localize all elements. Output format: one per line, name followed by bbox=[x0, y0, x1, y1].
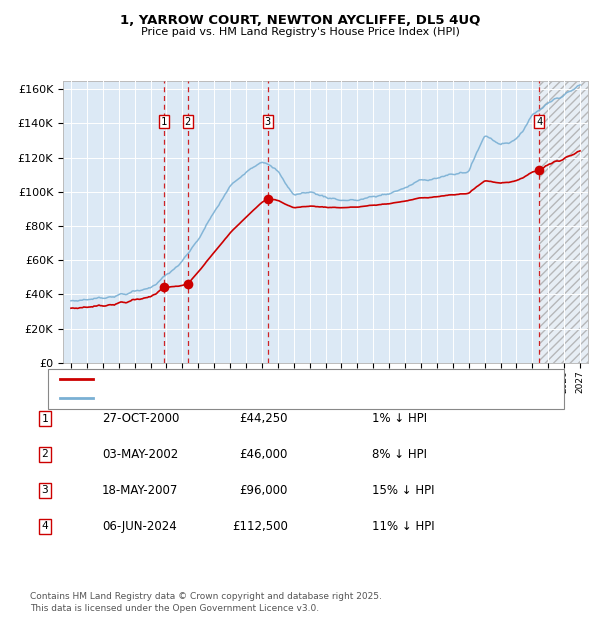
Text: 18-MAY-2007: 18-MAY-2007 bbox=[102, 484, 178, 497]
Text: Contains HM Land Registry data © Crown copyright and database right 2025.: Contains HM Land Registry data © Crown c… bbox=[30, 592, 382, 601]
Bar bbox=[539, 81, 588, 363]
Text: 4: 4 bbox=[536, 117, 542, 126]
Text: 2: 2 bbox=[41, 450, 49, 459]
Text: £96,000: £96,000 bbox=[239, 484, 288, 497]
Text: 03-MAY-2002: 03-MAY-2002 bbox=[102, 448, 178, 461]
Text: 27-OCT-2000: 27-OCT-2000 bbox=[102, 412, 179, 425]
Text: 1% ↓ HPI: 1% ↓ HPI bbox=[372, 412, 427, 425]
Text: 2: 2 bbox=[185, 117, 191, 126]
Text: £112,500: £112,500 bbox=[232, 520, 288, 533]
Text: 11% ↓ HPI: 11% ↓ HPI bbox=[372, 520, 434, 533]
Text: 06-JUN-2024: 06-JUN-2024 bbox=[102, 520, 177, 533]
Text: HPI: Average price, semi-detached house, County Durham: HPI: Average price, semi-detached house,… bbox=[99, 393, 403, 403]
Text: 3: 3 bbox=[41, 485, 49, 495]
Text: 1, YARROW COURT, NEWTON AYCLIFFE, DL5 4UQ: 1, YARROW COURT, NEWTON AYCLIFFE, DL5 4U… bbox=[120, 14, 480, 27]
Text: 1: 1 bbox=[41, 414, 49, 423]
Text: 3: 3 bbox=[265, 117, 271, 126]
Text: £46,000: £46,000 bbox=[239, 448, 288, 461]
Text: This data is licensed under the Open Government Licence v3.0.: This data is licensed under the Open Gov… bbox=[30, 603, 319, 613]
Text: Price paid vs. HM Land Registry's House Price Index (HPI): Price paid vs. HM Land Registry's House … bbox=[140, 27, 460, 37]
Text: 1, YARROW COURT, NEWTON AYCLIFFE, DL5 4UQ (semi-detached house): 1, YARROW COURT, NEWTON AYCLIFFE, DL5 4U… bbox=[99, 374, 476, 384]
Text: 1: 1 bbox=[160, 117, 167, 126]
Text: 8% ↓ HPI: 8% ↓ HPI bbox=[372, 448, 427, 461]
Text: £44,250: £44,250 bbox=[239, 412, 288, 425]
Text: 15% ↓ HPI: 15% ↓ HPI bbox=[372, 484, 434, 497]
Text: 4: 4 bbox=[41, 521, 49, 531]
